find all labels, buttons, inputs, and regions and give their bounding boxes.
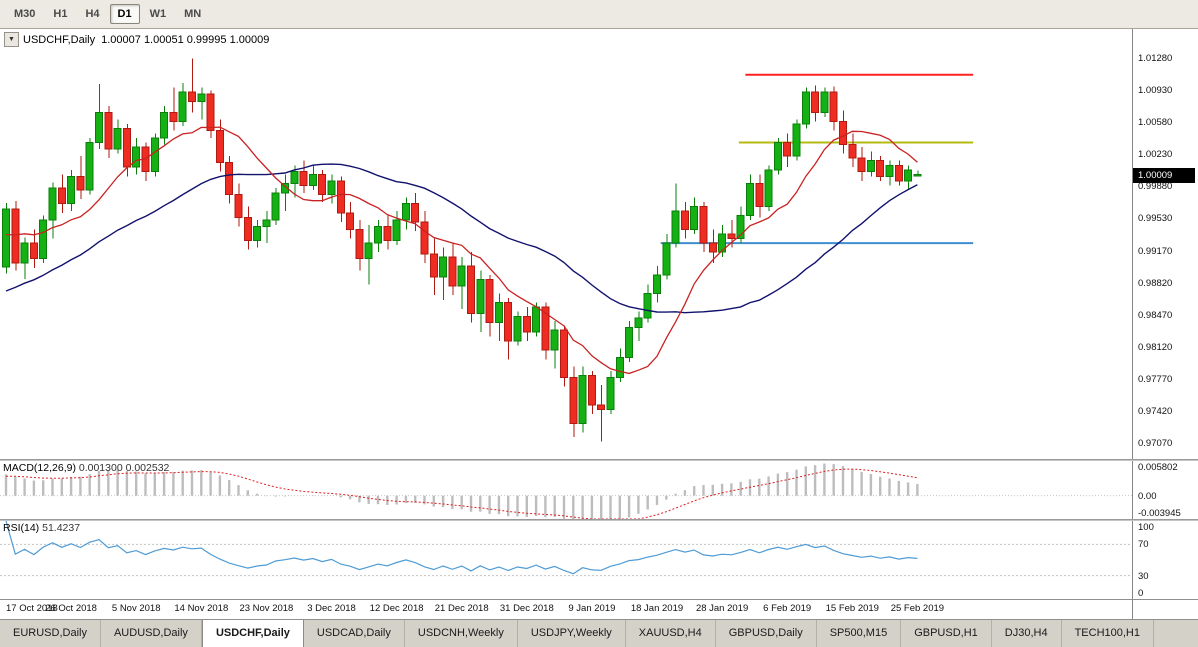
rsi-name: RSI(14)	[3, 522, 40, 534]
price-axis[interactable]: 1.00009 1.01280 1.00930 1.00580 1.00230 0.99…	[1132, 29, 1198, 459]
axis-divider	[0, 599, 1198, 600]
rsi-pane-row: RSI(14) 51.4237 100 70 30 0	[0, 521, 1198, 599]
tab-usdjpy-weekly[interactable]: USDJPY,Weekly	[518, 620, 626, 647]
macd-values: 0.001300 0.002532	[78, 462, 170, 474]
date-axis-label: 18 Jan 2019	[630, 603, 684, 614]
tab-gbpusd-h1[interactable]: GBPUSD,H1	[901, 620, 992, 647]
price-axis-label: 1.00230	[1138, 149, 1173, 161]
main-chart-canvas[interactable]	[0, 29, 1132, 459]
date-axis-label: 5 Nov 2018	[111, 603, 161, 614]
rsi-axis[interactable]: 100 70 30 0	[1132, 521, 1198, 599]
price-axis-label: 1.00930	[1138, 85, 1173, 97]
date-axis-label: 9 Jan 2019	[568, 603, 616, 614]
date-axis[interactable]: 17 Oct 2018 26 Oct 2018 5 Nov 2018 14 Nov 2…	[0, 600, 1132, 619]
price-axis-label: 0.97070	[1138, 438, 1173, 450]
current-price-tag: 1.00009	[1133, 167, 1195, 183]
macd-axis-label: 0.00	[1138, 490, 1157, 502]
chart-tab-bar: EURUSD,Daily AUDUSD,Daily USDCHF,Daily USDC…	[0, 619, 1198, 647]
price-axis-label: 1.00580	[1138, 117, 1173, 129]
price-axis-label: 0.98120	[1138, 342, 1173, 354]
date-axis-label: 31 Dec 2018	[499, 603, 554, 614]
date-axis-label: 14 Nov 2018	[174, 603, 229, 614]
price-axis-label: 0.98820	[1138, 278, 1173, 290]
price-axis-label: 1.01280	[1138, 53, 1173, 65]
date-axis-label: 23 Nov 2018	[239, 603, 294, 614]
chart-dropdown-button[interactable]: ▼	[4, 32, 19, 47]
timeframe-button-d1[interactable]: D1	[109, 4, 140, 24]
date-axis-label: 17 Oct 2018	[6, 603, 58, 614]
date-axis-label: 26 Oct 2018	[45, 603, 97, 614]
rsi-axis-label: 100	[1138, 522, 1154, 533]
tab-usdcad-daily[interactable]: USDCAD,Daily	[304, 620, 405, 647]
price-axis-label: 0.99530	[1138, 213, 1173, 225]
timeframe-button-mn[interactable]: MN	[184, 8, 202, 20]
tab-xauusd-h4[interactable]: XAUUSD,H4	[626, 620, 716, 647]
rsi-value: 51.4237	[42, 522, 81, 534]
date-axis-label: 15 Feb 2019	[825, 603, 879, 614]
date-axis-corner	[1132, 600, 1198, 619]
timeframe-button-h1[interactable]: H1	[53, 8, 68, 20]
timeframe-button-h4[interactable]: H4	[85, 8, 100, 20]
date-axis-label: 25 Feb 2019	[890, 603, 945, 614]
chart-ohlc-values: 1.00007 1.00051 0.99995 1.00009	[101, 33, 270, 46]
rsi-axis-label: 0	[1138, 588, 1144, 599]
macd-axis-label: -0.003945	[1138, 508, 1181, 519]
rsi-axis-label: 30	[1138, 570, 1149, 582]
price-axis-label: 0.97420	[1138, 406, 1173, 418]
pane-splitter[interactable]	[0, 459, 1198, 461]
tab-dj30-h4[interactable]: DJ30,H4	[992, 620, 1062, 647]
timeframe-button-w1[interactable]: W1	[149, 8, 167, 20]
rsi-label: RSI(14) 51.4237	[3, 522, 80, 534]
date-axis-label: 12 Dec 2018	[369, 603, 424, 614]
rsi-canvas[interactable]	[0, 521, 1132, 599]
chart-title: ▼ USDCHF,Daily 1.00007 1.00051 0.99995 1…	[4, 32, 269, 47]
main-chart-row: ▼ USDCHF,Daily 1.00007 1.00051 0.99995 1…	[0, 29, 1198, 459]
date-axis-label: 21 Dec 2018	[434, 603, 489, 614]
timeframe-button-m30[interactable]: M30	[14, 8, 36, 20]
price-axis-label: 0.97770	[1138, 374, 1173, 386]
price-axis-label: 0.98470	[1138, 310, 1173, 322]
macd-pane-row: MACD(12,26,9) 0.001300 0.002532 0.005802…	[0, 461, 1198, 519]
rsi-axis-label: 70	[1138, 539, 1149, 551]
date-axis-label: 28 Jan 2019	[695, 603, 749, 614]
date-axis-row: 17 Oct 2018 26 Oct 2018 5 Nov 2018 14 Nov 2…	[0, 600, 1198, 619]
date-axis-label: 3 Dec 2018	[307, 603, 356, 614]
macd-axis-label: 0.005802	[1138, 462, 1178, 473]
tab-tech100-h1[interactable]: TECH100,H1	[1062, 620, 1154, 647]
chart-symbol-label: USDCHF,Daily	[23, 33, 96, 46]
price-axis-label: 0.99170	[1138, 246, 1173, 258]
tab-gbpusd-daily[interactable]: GBPUSD,Daily	[716, 620, 817, 647]
macd-axis[interactable]: 0.005802 0.00 -0.003945	[1132, 461, 1198, 519]
timeframe-button-group: M30 H1 H4 D1 W1 MN	[6, 4, 211, 24]
chevron-down-icon: ▼	[8, 36, 15, 43]
pane-splitter[interactable]	[0, 519, 1198, 521]
tab-usdchf-daily[interactable]: USDCHF,Daily	[201, 620, 304, 647]
tab-usdcnh-weekly[interactable]: USDCNH,Weekly	[405, 620, 518, 647]
macd-name: MACD(12,26,9)	[3, 462, 76, 474]
tab-eurusd-daily[interactable]: EURUSD,Daily	[0, 620, 101, 647]
macd-label: MACD(12,26,9) 0.001300 0.002532	[3, 462, 169, 474]
tab-sp500-m15[interactable]: SP500,M15	[817, 620, 902, 647]
price-axis-label: 0.99880	[1138, 181, 1173, 193]
timeframe-toolbar: M30 H1 H4 D1 W1 MN	[0, 0, 1198, 29]
tab-audusd-daily[interactable]: AUDUSD,Daily	[101, 620, 202, 647]
macd-canvas[interactable]	[0, 461, 1132, 519]
date-axis-label: 6 Feb 2019	[763, 603, 812, 614]
